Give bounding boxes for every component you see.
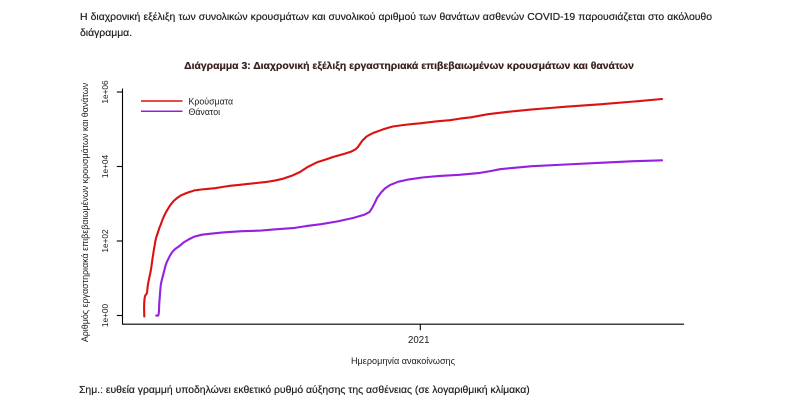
svg-text:1e+06: 1e+06 bbox=[100, 80, 110, 104]
svg-text:1e+04: 1e+04 bbox=[100, 154, 110, 178]
svg-text:Θάνατοι: Θάνατοι bbox=[189, 107, 221, 117]
svg-text:1e+00: 1e+00 bbox=[100, 303, 110, 327]
svg-text:Αριθμός εργαστηριακά επιβεβαιω: Αριθμός εργαστηριακά επιβεβαιωμένων κρου… bbox=[80, 82, 90, 342]
svg-text:1e+02: 1e+02 bbox=[100, 229, 110, 253]
svg-text:Κρούσματα: Κρούσματα bbox=[189, 97, 234, 107]
svg-text:Ημερομηνία ανακοίνωσης: Ημερομηνία ανακοίνωσης bbox=[351, 356, 456, 366]
svg-text:2021: 2021 bbox=[408, 335, 430, 346]
